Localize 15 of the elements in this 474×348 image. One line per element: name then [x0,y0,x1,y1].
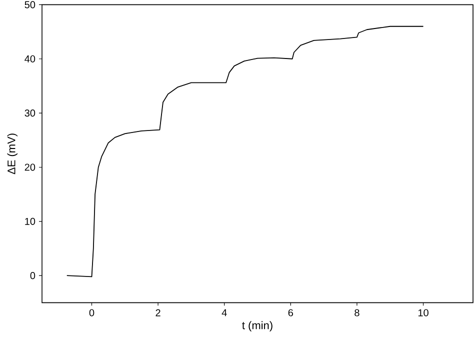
x-tick-label: 0 [89,309,94,316]
x-tick-label: 4 [222,309,227,316]
x-tick-label: 2 [156,309,160,316]
y-axis-title: ΔE (mV) [7,134,18,174]
y-tick-label: 40 [24,55,36,62]
x-tick-label: 8 [354,309,360,316]
x-tick-label: 6 [288,309,294,316]
y-tick-label: 30 [24,110,36,117]
y-tick-label: 50 [24,1,36,8]
y-tick-label: 20 [24,164,36,171]
x-tick-label: 10 [418,309,428,316]
x-axis-title: t (min) [242,321,272,332]
y-tick-label: 10 [25,218,36,225]
line-series [66,26,424,278]
y-tick-label: 0 [30,272,36,280]
